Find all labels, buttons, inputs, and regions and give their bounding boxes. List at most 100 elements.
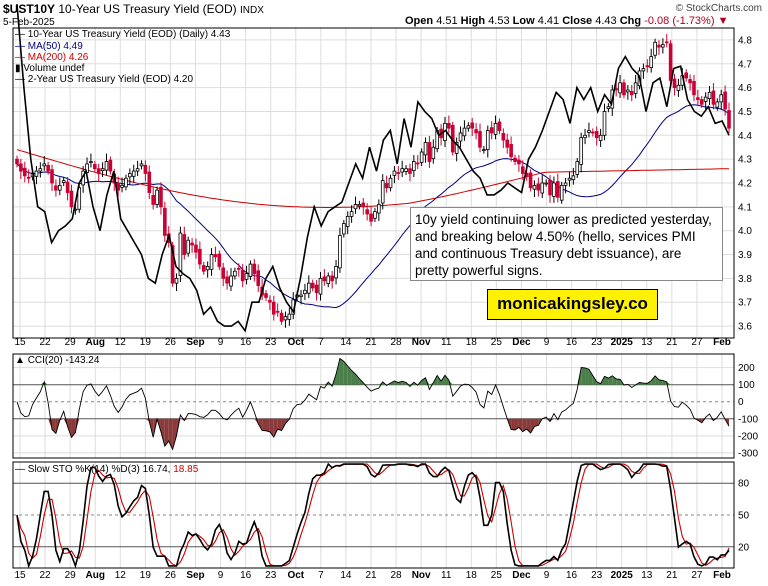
candle-body [591, 131, 595, 134]
panel-frames [12, 27, 735, 569]
cci-pos-fill [655, 375, 659, 385]
candle-body [520, 166, 525, 174]
candle-body [131, 170, 136, 177]
candle-body [552, 182, 556, 197]
cci-pos-fill [444, 375, 449, 385]
cci-tick-label: -100 [738, 414, 758, 425]
candle-body [485, 130, 490, 151]
x-tick-label: Feb [713, 337, 731, 348]
candle-body [221, 267, 226, 279]
x-tick-label: 18 [466, 570, 478, 581]
overlay-2y-line [16, 4, 730, 333]
cci-value: -143.24 [65, 355, 100, 366]
low-label: Low [512, 15, 535, 27]
x-tick-label: 12 [115, 337, 127, 348]
candle-body [163, 207, 167, 236]
sto-d-value: 18.85 [173, 464, 199, 475]
chg-label: Chg [619, 15, 642, 27]
candle-body [120, 184, 124, 188]
cci-neg-fill [75, 418, 80, 433]
candle-body [57, 184, 62, 191]
candle-body [310, 282, 315, 289]
sto-tick-label: 80 [738, 479, 750, 490]
y-tick-label: 4.2 [738, 179, 752, 190]
sto-k-line [16, 462, 730, 569]
x-tick-label: 2025 [611, 570, 634, 581]
x-tick-label: 26 [165, 337, 177, 348]
low-value: 4.41 [537, 15, 560, 27]
legend-ma50-label: MA(50) 4.49 [27, 41, 83, 52]
candle-body [482, 149, 486, 152]
candle-body [606, 106, 611, 109]
candle-body [38, 168, 43, 172]
x-tick-label: 15 [14, 570, 26, 581]
cci-neg-fill [530, 418, 535, 434]
candle-body [672, 78, 677, 89]
candle-body [400, 168, 404, 173]
x-tick-label: 21 [365, 570, 377, 581]
cci-neg-fill [515, 418, 519, 430]
candle-body [369, 213, 373, 222]
x-tick-label: 16 [240, 570, 252, 581]
x-tick-label: 16 [566, 570, 578, 581]
legend-overlay: ― 2-Year US Treasury Yield (EOD) 4.20 [15, 75, 193, 85]
candle-body [474, 129, 478, 134]
candle-body [42, 163, 47, 167]
candle-body [489, 127, 494, 134]
candle-body [299, 294, 303, 297]
x-tick-label: 27 [691, 570, 703, 581]
x-tick-label: 16 [240, 337, 252, 348]
chart-title: $UST10Y 10-Year US Treasury Yield (EOD) … [3, 2, 264, 16]
candle-body [668, 43, 673, 81]
cci-pos-fill [616, 379, 621, 385]
candle-body [493, 122, 498, 135]
sto-label: Slow STO %K(14) %D(3) [27, 464, 140, 475]
candle-body [174, 277, 179, 284]
candle-body [664, 41, 669, 44]
x-tick-label: 28 [391, 337, 403, 348]
candle-body [415, 162, 420, 165]
cci-pos-fill [421, 377, 426, 385]
high-label: High [460, 15, 486, 27]
candle-body [699, 99, 704, 105]
symbol: $UST10Y [3, 2, 56, 16]
x-tick-label: 23 [265, 337, 277, 348]
candle-body [380, 180, 385, 204]
cci-label: CCI(20) [27, 355, 63, 366]
candle-body [540, 182, 545, 194]
candle-body [46, 164, 50, 172]
candle-body [217, 253, 222, 267]
cci-pos-fill [339, 358, 344, 385]
cci-pos-fill [351, 370, 356, 385]
sto-tick-label: 50 [738, 511, 750, 522]
x-tick-label: 13 [641, 337, 653, 348]
x-tick-label: Aug [85, 570, 104, 581]
candle-body [349, 211, 354, 217]
x-tick-label: 14 [340, 570, 352, 581]
cci-pos-fill [581, 367, 586, 385]
candle-body [556, 181, 560, 198]
candle-body [19, 163, 23, 172]
x-tick-label: 19 [140, 570, 152, 581]
candle-body [412, 161, 416, 172]
candle-body [470, 122, 475, 129]
cci-pos-fill [658, 379, 663, 385]
x-tick-label: Dec [512, 337, 531, 348]
sto-k-value: 16.74 [142, 464, 168, 475]
chg-value: -0.08 (-1.73%) [644, 15, 715, 27]
candle-body [427, 142, 432, 162]
candle-body [388, 177, 393, 189]
candle-body [240, 269, 245, 282]
x-tick-label: 14 [340, 337, 352, 348]
x-tick-label: 7 [318, 570, 324, 581]
candle-body [633, 82, 638, 94]
candle-body [307, 282, 311, 294]
cci-neg-fill [522, 418, 527, 432]
cci-neg-fill [71, 418, 76, 438]
candle-body [198, 248, 202, 265]
candle-body [236, 267, 241, 270]
candle-body [528, 172, 533, 189]
y-tick-label: 4.7 [738, 59, 752, 70]
cci-neg-fill [281, 418, 286, 431]
